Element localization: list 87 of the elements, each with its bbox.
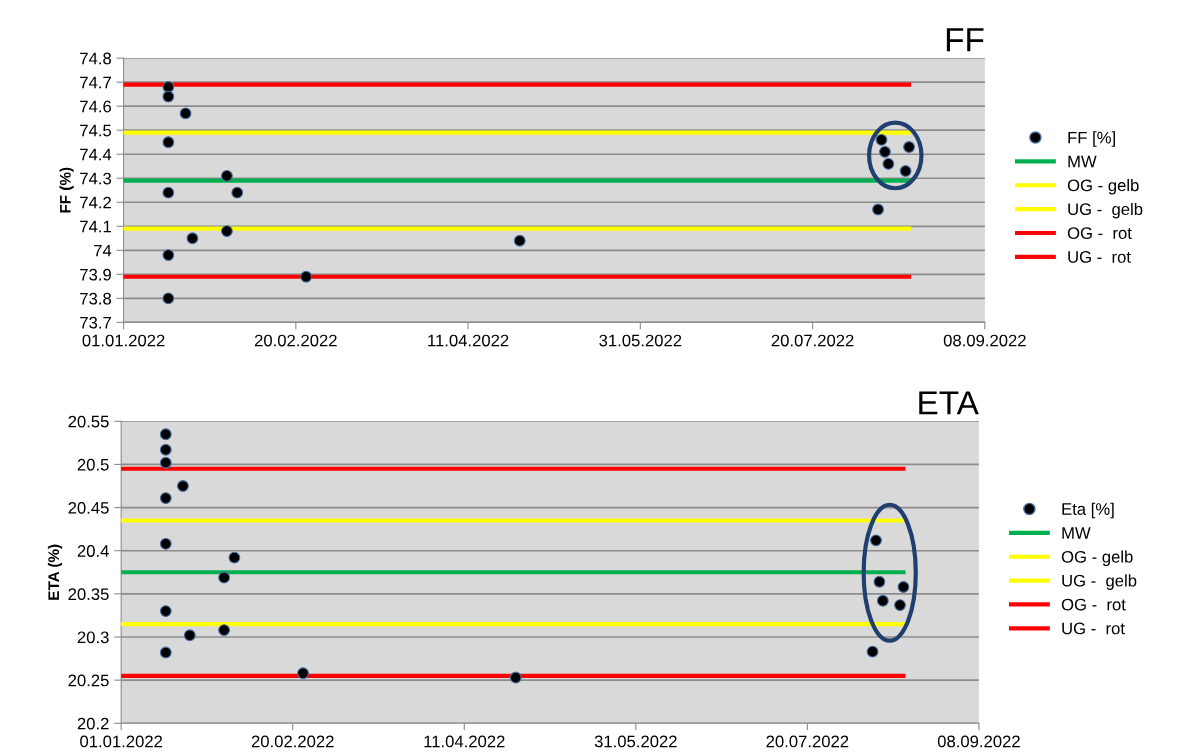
- y-tick-label: 74.6: [80, 100, 112, 113]
- legend-label: Eta [%]: [1062, 502, 1114, 519]
- y-tick-label: 20.2: [77, 717, 109, 730]
- y-tick-label: 73.7: [80, 316, 111, 329]
- point: [159, 428, 172, 441]
- point: [159, 605, 172, 618]
- point: [509, 671, 522, 684]
- point: [159, 443, 172, 456]
- point: [159, 537, 172, 550]
- y-tick-label: 20.55: [68, 415, 109, 428]
- y-tick-label: 74.8: [80, 52, 112, 65]
- point: [876, 594, 889, 607]
- point: [183, 629, 196, 642]
- y-tick-label: 74.7: [80, 76, 111, 89]
- point: [875, 133, 888, 146]
- y-axis-title: FF (%): [59, 167, 74, 213]
- point: [179, 107, 192, 120]
- y-tick-label: 74.4: [80, 148, 112, 161]
- x-tick-label: 20.07.2022: [771, 334, 854, 347]
- point: [159, 456, 172, 469]
- x-tick-label: 08.09.2022: [943, 334, 1026, 347]
- legend-label: MW: [1062, 527, 1091, 539]
- point: [899, 165, 912, 177]
- x-tick-label: 31.05.2022: [594, 735, 677, 748]
- y-tick-label: 20.3: [77, 631, 109, 644]
- y-tick-label: 73.8: [80, 292, 112, 305]
- x-tick-label: 11.04.2022: [424, 735, 505, 748]
- y-tick-label: 20.35: [68, 588, 109, 601]
- x-tick-label: 20.02.2022: [251, 735, 334, 748]
- x-tick-label: 01.01.2022: [82, 334, 165, 347]
- point: [300, 270, 313, 283]
- point: [162, 292, 175, 305]
- point: [897, 581, 910, 593]
- legend-label: OG - rot: [1061, 598, 1126, 611]
- x-tick-label: 31.05.2022: [599, 334, 682, 347]
- legend-label: OG - gelb: [1067, 179, 1139, 195]
- point: [873, 575, 886, 588]
- point: [513, 234, 526, 247]
- legend-label: UG - rot: [1068, 251, 1131, 263]
- y-tick-label: 20.25: [68, 674, 109, 687]
- y-tick-label: 74: [94, 244, 112, 257]
- y-tick-label: 20.4: [77, 545, 109, 557]
- y-tick-label: 73.9: [80, 268, 111, 281]
- legend-label: UG - gelb: [1068, 202, 1143, 219]
- legend-label: UG - rot: [1062, 622, 1125, 635]
- point: [159, 646, 172, 659]
- point: [879, 145, 891, 158]
- y-tick-label: 20.5: [77, 458, 109, 471]
- point: [186, 232, 199, 245]
- x-tick-label: 08.09.2022: [937, 735, 1020, 748]
- point: [894, 599, 906, 612]
- point: [162, 90, 175, 103]
- point: [159, 492, 172, 505]
- x-tick-label: 20.02.2022: [254, 334, 337, 347]
- point: [162, 81, 175, 93]
- point: [162, 186, 175, 199]
- point: [176, 480, 189, 492]
- y-axis-title: ETA (%): [47, 544, 63, 600]
- x-tick-label: 11.04.2022: [428, 334, 509, 347]
- x-tick-label: 20.07.2022: [766, 735, 849, 748]
- point: [882, 157, 895, 170]
- y-tick-label: 74.5: [80, 124, 112, 137]
- x-tick-label: 01.01.2022: [80, 735, 163, 748]
- point: [231, 186, 244, 199]
- point: [162, 249, 175, 262]
- point: [218, 571, 231, 584]
- legend-label: MW: [1068, 155, 1097, 168]
- point: [866, 645, 879, 658]
- y-tick-label: 74.2: [80, 196, 111, 209]
- y-tick-label: 20.45: [68, 501, 109, 514]
- chart-title: ETA: [919, 391, 979, 415]
- y-tick-label: 74.1: [80, 220, 111, 233]
- point: [162, 136, 175, 149]
- legend-label: UG - gelb: [1062, 574, 1137, 590]
- chart-title: FF: [946, 28, 984, 52]
- point: [870, 534, 882, 547]
- point: [872, 203, 884, 216]
- point: [903, 141, 915, 153]
- legend-label: FF [%]: [1068, 131, 1115, 147]
- point: [228, 551, 241, 564]
- legend-label: OG - rot: [1067, 227, 1132, 239]
- legend-label: OG - gelb: [1061, 550, 1133, 567]
- y-tick-label: 74.3: [80, 172, 112, 185]
- point: [218, 624, 231, 637]
- point: [220, 169, 233, 182]
- point: [297, 667, 309, 680]
- point: [220, 225, 233, 238]
